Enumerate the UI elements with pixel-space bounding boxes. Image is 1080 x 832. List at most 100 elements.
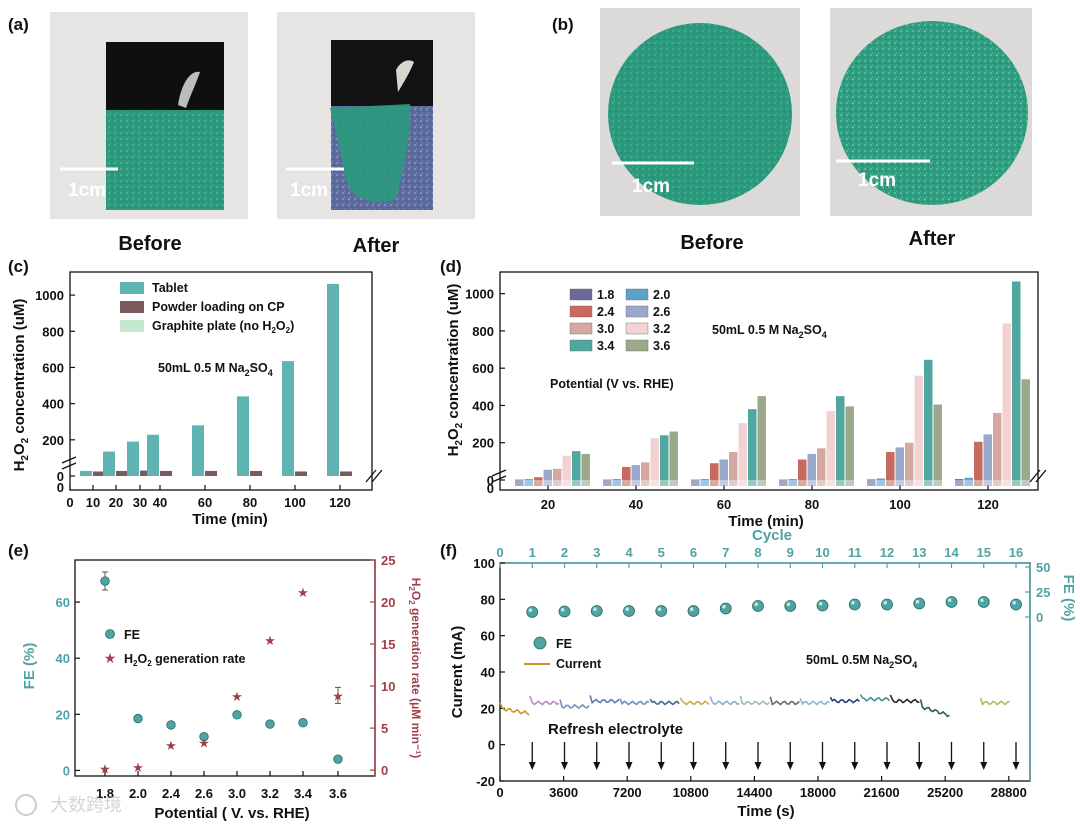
- chart-d-bar-base: [974, 480, 983, 486]
- chart-f-point-highlight: [625, 607, 629, 611]
- chart-f-refresh-arrowhead: [626, 762, 633, 770]
- chart-f-point-highlight: [948, 598, 952, 602]
- chart-f-top-tick-label: 5: [658, 545, 665, 560]
- chart-d-xtick-label: 100: [889, 497, 911, 512]
- chart-e-point-fe-3.2: [266, 720, 275, 729]
- panel-label-d: (d): [440, 257, 462, 276]
- legend-rate: H2O2 generation rate: [124, 652, 245, 668]
- chart-d-bar-3.4-60: [748, 409, 757, 480]
- chart-d-bar-base: [701, 480, 710, 486]
- chart-e-ytick-right-label: 15: [381, 637, 395, 652]
- chart-c-xtick-label: 60: [198, 495, 212, 510]
- chart-d-bar-2.4-120: [974, 442, 983, 480]
- chart-f-point-highlight: [851, 601, 855, 605]
- chart-d-legend-label-3.2: 3.2: [653, 322, 670, 336]
- chart-f-top-tick-label: 13: [912, 545, 926, 560]
- chart-d-bar-base: [691, 480, 700, 486]
- chart-f-current-segment-11: [830, 697, 859, 702]
- chart-c-ylabel: H2O2 concentration (uM): [11, 299, 31, 472]
- chart-d-bar-2.0-40: [613, 479, 622, 480]
- chart-e-xtick-label: 2.0: [129, 786, 147, 801]
- chart-f-point-fe-10: [817, 600, 828, 611]
- chart-c-bar-1-80: [250, 471, 262, 476]
- chart-f-top-tick-label: 10: [815, 545, 829, 560]
- chart-f-point-highlight: [754, 602, 758, 606]
- chart-c-bar-1-40: [160, 471, 172, 476]
- chart-f-point-fe-12: [882, 599, 893, 610]
- chart-d-ytick-label: 200: [472, 436, 494, 451]
- chart-f-current-segment-3: [590, 695, 619, 702]
- chart-d-bar-base: [582, 480, 591, 486]
- chart-d-bar-base: [867, 480, 876, 486]
- chart-d-bar-2.6-20: [544, 470, 553, 480]
- chart-d-bar-base: [660, 480, 669, 486]
- chart-f-top-tick-label: 14: [944, 545, 959, 560]
- chart-f-refresh-arrowhead: [851, 762, 858, 770]
- chart-d-bar-3.6-60: [758, 396, 767, 480]
- chart-f-point-fe-7: [720, 603, 731, 614]
- chart-f-current-segment-1: [530, 696, 559, 704]
- chart-d-bar-3.2-20: [563, 456, 572, 480]
- chart-d-bar-base: [965, 480, 974, 486]
- chart-d-ylabel: H2O2 concentration (uM): [445, 284, 465, 457]
- chart-f-ytick-label: 100: [473, 556, 495, 571]
- chart-f-xtick-label: 25200: [927, 785, 963, 800]
- chart-f-refresh-arrowhead: [1013, 762, 1020, 770]
- chart-e-xtick-label: 3.0: [228, 786, 246, 801]
- chart-d-bar-3.2-100: [915, 376, 924, 480]
- chart-d-legend-swatch-2.0: [626, 289, 648, 300]
- chart-e-ytick-right-label: 5: [381, 721, 388, 736]
- chart-f-point-highlight: [819, 602, 823, 606]
- chart-d-legend-label-3.4: 3.4: [597, 339, 614, 353]
- chart-d-bar-base: [525, 480, 534, 486]
- chart-c-xtick-label: 10: [86, 495, 100, 510]
- scale-label-a-after: 1cm: [290, 180, 328, 201]
- chart-d-bar-base: [827, 480, 836, 486]
- chart-d-bar-3.0-20: [553, 469, 562, 480]
- chart-f-refresh-arrowhead: [722, 762, 729, 770]
- chart-c-bar-1-120: [340, 471, 352, 476]
- chart-d-bar-2.6-120: [984, 434, 993, 480]
- chart-d-bar-base: [877, 480, 886, 486]
- chart-e-ytick-right-label: 25: [381, 553, 395, 568]
- photo-b-after: 1cm: [830, 8, 1032, 216]
- chart-c-bar-0-80: [237, 396, 249, 476]
- chart-c-bar-0-120: [327, 284, 339, 476]
- chart-f-right-tick-label: 0: [1036, 610, 1043, 625]
- chart-d-bar-base: [836, 480, 845, 486]
- chart-c-ytick-label: 600: [42, 360, 64, 375]
- legend-fe-f: FE: [556, 637, 572, 651]
- chart-d-bar-3.0-60: [729, 452, 738, 480]
- chart-f-current-segment-0: [500, 703, 529, 715]
- chart-e-point-rate-3.4: ★: [297, 585, 309, 600]
- legend-powder: Powder loading on CP: [152, 300, 285, 314]
- legend-swatch-tablet: [120, 282, 144, 294]
- chart-d-legend-swatch-3.4: [570, 340, 592, 351]
- chart-d-bar-3.4-40: [660, 435, 669, 480]
- chart-e-xtick-label: 3.4: [294, 786, 313, 801]
- chart-d-bar-base: [739, 480, 748, 486]
- chart-f-current-segment-16: [981, 698, 1010, 705]
- chart-d-bar-base: [934, 480, 943, 486]
- chart-e-point-rate-2.4: ★: [165, 738, 177, 753]
- chart-d-legend-label-2.0: 2.0: [653, 288, 670, 302]
- chart-e-ytick-left-label: 20: [56, 707, 70, 722]
- chart-d-bar-base: [886, 480, 895, 486]
- chart-d-bar-base: [817, 480, 826, 486]
- scale-label-a-before: 1cm: [68, 180, 106, 201]
- chart-d-bar-2.6-60: [720, 460, 729, 481]
- chart-d-bar-base: [534, 480, 543, 486]
- panel-label-c: (c): [8, 257, 29, 276]
- chart-d-bar-2.0-60: [701, 479, 710, 480]
- chart-f-point-highlight: [561, 608, 565, 612]
- chart-e-ytick-left-label: 0: [63, 763, 70, 778]
- chart-f-point-highlight: [658, 607, 662, 611]
- legend-current: Current: [556, 657, 602, 671]
- legend-marker-fe-f: [534, 637, 546, 649]
- chart-e-point-fe-2.0: [134, 714, 143, 723]
- chart-d-bar-base: [670, 480, 679, 486]
- chart-d-bar-base: [748, 480, 757, 486]
- chart-f-refresh-arrowhead: [819, 762, 826, 770]
